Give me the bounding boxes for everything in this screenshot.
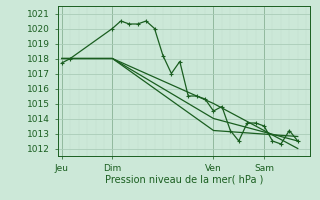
- X-axis label: Pression niveau de la mer( hPa ): Pression niveau de la mer( hPa ): [105, 174, 263, 184]
